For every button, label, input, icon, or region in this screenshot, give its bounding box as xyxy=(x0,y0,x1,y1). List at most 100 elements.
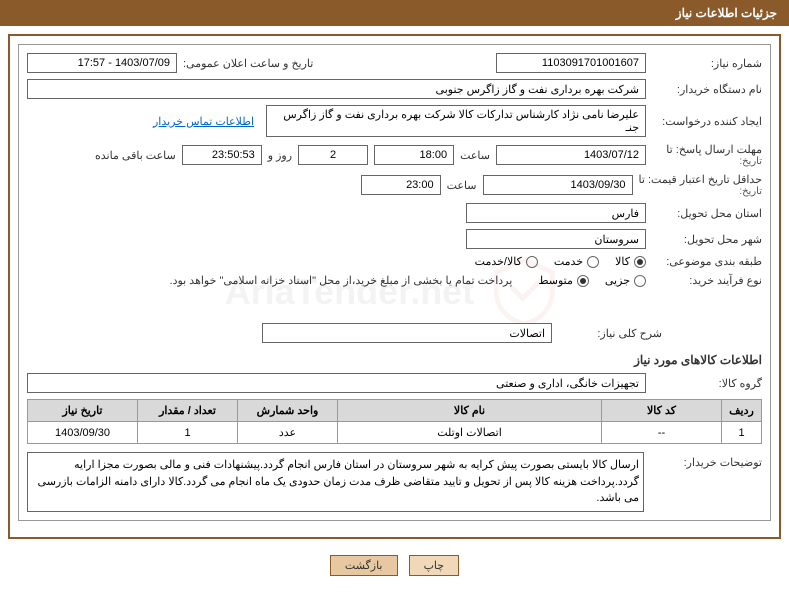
td-qty: 1 xyxy=(138,422,238,444)
goods-group-value: تجهیزات خانگی، اداری و صنعتی xyxy=(496,377,639,390)
reply-deadline-sub: تاریخ: xyxy=(652,156,762,167)
process-type-label: نوع فرآیند خرید: xyxy=(652,274,762,287)
th-seq: ردیف xyxy=(722,400,762,422)
row-category: طبقه بندی موضوعی: کالا خدمت کالا/خدمت xyxy=(27,255,762,268)
page-header: جزئیات اطلاعات نیاز xyxy=(0,0,789,26)
process-partial-label: جزیی xyxy=(605,274,630,287)
delivery-province-field: فارس xyxy=(466,203,646,223)
button-bar: چاپ بازگشت xyxy=(0,547,789,584)
row-price-validity: حداقل تاریخ اعتبار قیمت: تا تاریخ: 1403/… xyxy=(27,173,762,197)
delivery-city-label: شهر محل تحویل: xyxy=(652,233,762,246)
request-number-value: 1103091701001607 xyxy=(542,57,639,69)
th-unit: واحد شمارش xyxy=(238,400,338,422)
price-validity-label: حداقل تاریخ اعتبار قیمت: تا تاریخ: xyxy=(639,173,762,197)
items-table: ردیف کد کالا نام کالا واحد شمارش تعداد /… xyxy=(27,399,762,444)
goods-group-label: گروه کالا: xyxy=(652,377,762,390)
general-desc-field: اتصالات xyxy=(262,323,552,343)
content-wrapper: شماره نیاز: 1103091701001607 تاریخ و ساع… xyxy=(8,34,781,539)
row-delivery-province: استان محل تحویل: فارس xyxy=(27,203,762,223)
th-qty: تعداد / مقدار xyxy=(138,400,238,422)
row-buyer-notes: توضیحات خریدار: ارسال کالا بایستی بصورت … xyxy=(27,452,762,512)
delivery-province-value: فارس xyxy=(612,207,639,220)
reply-time-field: 18:00 xyxy=(374,145,454,165)
goods-group-field: تجهیزات خانگی، اداری و صنعتی xyxy=(27,373,646,393)
buyer-notes-label: توضیحات خریدار: xyxy=(652,452,762,512)
buyer-notes-value: ارسال کالا بایستی بصورت پیش کرایه به شهر… xyxy=(38,459,639,504)
print-button[interactable]: چاپ xyxy=(409,555,460,576)
price-date-value: 1403/09/30 xyxy=(570,179,625,191)
category-radio-both[interactable]: کالا/خدمت xyxy=(475,255,538,268)
price-time-field: 23:00 xyxy=(361,175,441,195)
row-process-type: نوع فرآیند خرید: جزیی متوسط پرداخت تمام … xyxy=(27,274,762,287)
reply-time-value: 18:00 xyxy=(420,149,448,161)
price-time-value: 23:00 xyxy=(406,179,434,191)
table-header-row: ردیف کد کالا نام کالا واحد شمارش تعداد /… xyxy=(28,400,762,422)
delivery-city-value: سروستان xyxy=(594,233,639,246)
category-radio-service[interactable]: خدمت xyxy=(554,255,599,268)
row-general-desc: شرح کلی نیاز: اتصالات xyxy=(27,323,662,343)
days-field: 2 xyxy=(298,145,368,165)
request-creator-field: علیرضا نامی نژاد کارشناس تدارکات کالا شر… xyxy=(266,105,646,137)
row-request-creator: ایجاد کننده درخواست: علیرضا نامی نژاد کا… xyxy=(27,105,762,137)
back-button[interactable]: بازگشت xyxy=(330,555,398,576)
category-label: طبقه بندی موضوعی: xyxy=(652,255,762,268)
buyer-org-value: شرکت بهره برداری نفت و گاز زاگرس جنوبی xyxy=(436,83,639,96)
radio-icon xyxy=(577,275,589,287)
td-date: 1403/09/30 xyxy=(28,422,138,444)
row-delivery-city: شهر محل تحویل: سروستان xyxy=(27,229,762,249)
process-medium-label: متوسط xyxy=(538,274,573,287)
delivery-province-label: استان محل تحویل: xyxy=(652,207,762,220)
row-request-number: شماره نیاز: 1103091701001607 تاریخ و ساع… xyxy=(27,53,762,73)
reply-time-label: ساعت xyxy=(460,149,490,162)
remaining-label: ساعت باقی مانده xyxy=(95,149,176,162)
td-unit: عدد xyxy=(238,422,338,444)
delivery-city-field: سروستان xyxy=(466,229,646,249)
row-reply-deadline: مهلت ارسال پاسخ: تا تاریخ: 1403/07/12 سا… xyxy=(27,143,762,167)
category-service-label: خدمت xyxy=(554,255,583,268)
radio-icon xyxy=(587,256,599,268)
category-goods-label: کالا xyxy=(615,255,630,268)
table-row: 1 -- اتصالات اوتلت عدد 1 1403/09/30 xyxy=(28,422,762,444)
countdown-field: 23:50:53 xyxy=(182,145,262,165)
td-seq: 1 xyxy=(722,422,762,444)
items-section-title: اطلاعات کالاهای مورد نیاز xyxy=(27,353,762,367)
general-desc-label: شرح کلی نیاز: xyxy=(552,327,662,340)
category-both-label: کالا/خدمت xyxy=(475,255,522,268)
reply-deadline-label-text: مهلت ارسال پاسخ: تا xyxy=(666,144,762,156)
td-name: اتصالات اوتلت xyxy=(338,422,602,444)
process-note: پرداخت تمام یا بخشی از مبلغ خرید،از محل … xyxy=(170,274,513,287)
buyer-notes-field: ارسال کالا بایستی بصورت پیش کرایه به شهر… xyxy=(27,452,644,512)
radio-icon xyxy=(634,275,646,287)
process-radio-medium[interactable]: متوسط xyxy=(538,274,589,287)
price-validity-label-text: حداقل تاریخ اعتبار قیمت: تا xyxy=(639,174,762,186)
category-radio-goods[interactable]: کالا xyxy=(615,255,646,268)
page-title: جزئیات اطلاعات نیاز xyxy=(676,6,777,20)
radio-icon xyxy=(526,256,538,268)
request-number-field: 1103091701001607 xyxy=(496,53,646,73)
request-number-label: شماره نیاز: xyxy=(652,57,762,70)
row-buyer-org: نام دستگاه خریدار: شرکت بهره برداری نفت … xyxy=(27,79,762,99)
price-validity-sub: تاریخ: xyxy=(639,186,762,197)
category-radio-group: کالا خدمت کالا/خدمت xyxy=(475,255,646,268)
radio-icon xyxy=(634,256,646,268)
th-name: نام کالا xyxy=(338,400,602,422)
td-code: -- xyxy=(602,422,722,444)
days-value: 2 xyxy=(330,149,336,161)
announce-date-value: 1403/07/09 - 17:57 xyxy=(78,57,170,69)
th-code: کد کالا xyxy=(602,400,722,422)
process-radio-partial[interactable]: جزیی xyxy=(605,274,646,287)
request-creator-label: ایجاد کننده درخواست: xyxy=(652,115,762,128)
reply-date-field: 1403/07/12 xyxy=(496,145,646,165)
price-date-field: 1403/09/30 xyxy=(483,175,633,195)
th-date: تاریخ نیاز xyxy=(28,400,138,422)
announce-date-field: 1403/07/09 - 17:57 xyxy=(27,53,177,73)
contact-buyer-link[interactable]: اطلاعات تماس خریدار xyxy=(153,115,254,128)
days-and-label: روز و xyxy=(268,149,292,162)
buyer-org-label: نام دستگاه خریدار: xyxy=(652,83,762,96)
announce-date-label: تاریخ و ساعت اعلان عمومی: xyxy=(183,57,313,70)
price-time-label: ساعت xyxy=(447,179,477,192)
process-radio-group: جزیی متوسط xyxy=(538,274,646,287)
reply-deadline-label: مهلت ارسال پاسخ: تا تاریخ: xyxy=(652,143,762,167)
row-goods-group: گروه کالا: تجهیزات خانگی، اداری و صنعتی xyxy=(27,373,762,393)
countdown-value: 23:50:53 xyxy=(212,149,255,161)
